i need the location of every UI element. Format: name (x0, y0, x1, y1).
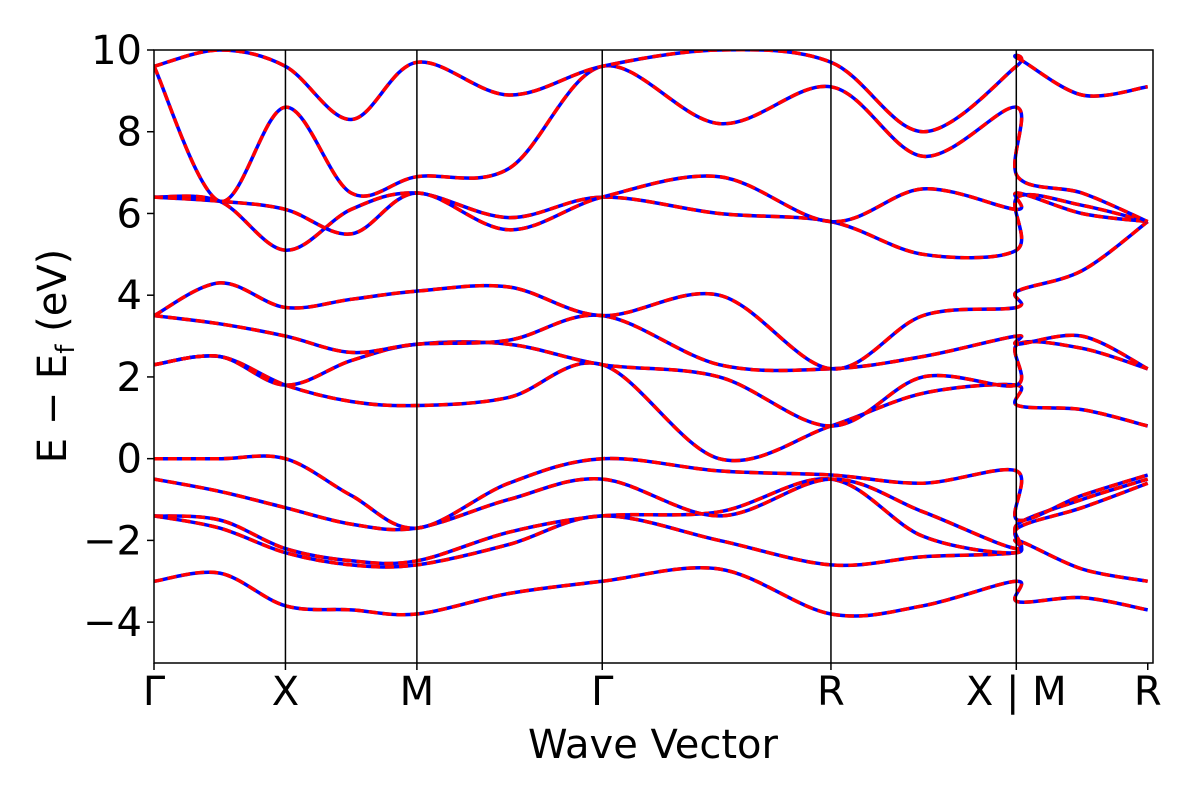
y-axis: −4 −2 0 2 4 6 8 10 (83, 28, 154, 646)
x-tick-label: X (272, 669, 299, 715)
y-tick-label: 10 (91, 28, 142, 74)
x-axis-title: Wave Vector (528, 722, 779, 768)
y-tick-label: 2 (117, 355, 142, 401)
y-tick-label: 4 (117, 273, 142, 319)
y-tick-label: 0 (117, 437, 142, 483)
band-line-dashed (154, 191, 1149, 260)
band-line-dashed (154, 477, 1149, 551)
band-line-dashed (154, 454, 1149, 530)
band-line-solid (154, 354, 1149, 463)
y-tick-label: 6 (117, 191, 142, 237)
band-line (154, 174, 1148, 236)
band-line (154, 354, 1149, 463)
band-line-dashed (154, 220, 1149, 371)
x-axis: Γ X M Γ R X | M R (143, 663, 1162, 715)
y-tick-label: −2 (83, 518, 142, 564)
band-line (154, 50, 1148, 134)
x-tick-label: Γ (143, 669, 166, 715)
band-line-dashed (154, 477, 1149, 566)
x-tick-label: R (817, 669, 845, 715)
x-tick-label: X | M (966, 669, 1067, 715)
y-tick-label: 8 (117, 110, 142, 156)
band-line (154, 454, 1149, 530)
y-tick-label: −4 (83, 600, 142, 646)
band-line-dashed (154, 313, 1149, 373)
band-line (154, 191, 1149, 260)
x-tick-label: R (1134, 669, 1162, 715)
band-line-dashed (154, 339, 1149, 428)
band-line-solid (154, 313, 1149, 373)
band-line (154, 220, 1149, 371)
y-axis-title-main: E − E (30, 354, 76, 464)
high-symmetry-lines (284, 50, 1018, 663)
x-tick-label: M (400, 669, 435, 715)
x-tick-label: Γ (591, 669, 614, 715)
band-line-dashed (154, 354, 1149, 463)
plot-frame (153, 49, 1154, 664)
band-line-dashed (154, 50, 1148, 134)
band-line-dashed (154, 566, 1149, 618)
band-line (154, 313, 1149, 373)
band-line (154, 566, 1149, 618)
y-axis-title: E − Ef (eV) (30, 249, 81, 464)
y-axis-title-unit: (eV) (30, 249, 76, 345)
y-axis-title-subscript: f (51, 344, 81, 354)
band-line (154, 64, 1149, 224)
band-line (154, 514, 1149, 584)
band-line-solid (154, 454, 1149, 530)
band-line-dashed (154, 64, 1149, 224)
band-line-solid (154, 64, 1149, 224)
band-line-dashed (154, 514, 1149, 584)
bands-layer (154, 50, 1149, 618)
band-line-dashed (154, 174, 1148, 236)
band-line (154, 339, 1149, 428)
